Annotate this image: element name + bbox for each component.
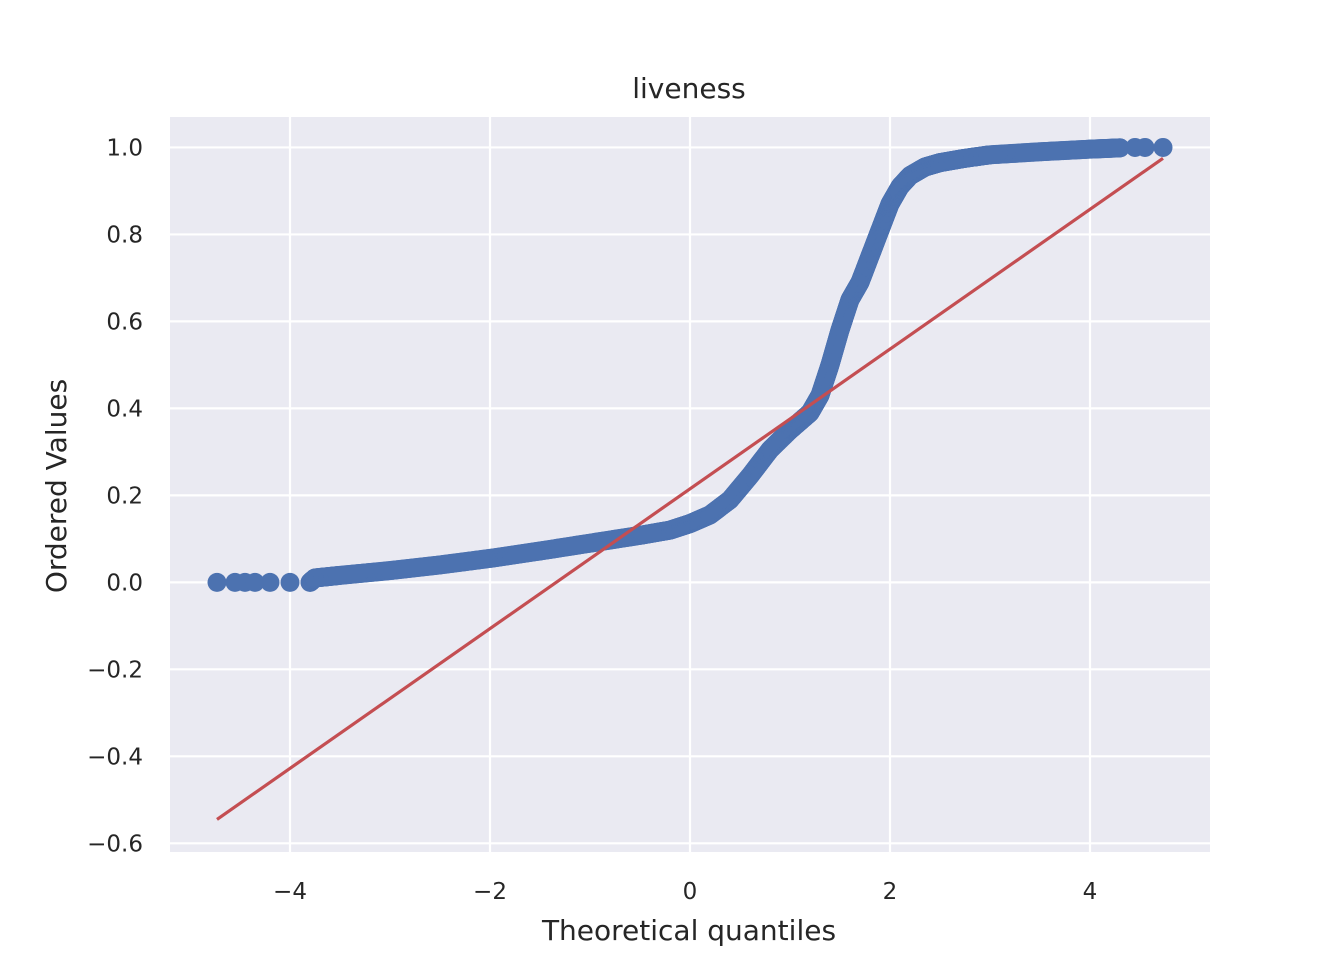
y-tick-label: −0.4 <box>87 744 143 770</box>
y-tick-label: −0.6 <box>87 831 143 857</box>
x-tick-label: −2 <box>473 879 507 905</box>
fit-line <box>216 157 1164 821</box>
x-tick-label: 4 <box>1083 879 1098 905</box>
data-point <box>1153 137 1173 157</box>
y-tick-label: 0.0 <box>106 570 143 596</box>
y-tick-label: 0.2 <box>106 483 143 509</box>
y-tick-label: −0.2 <box>87 657 143 683</box>
data-point <box>245 572 265 592</box>
x-tick-label: 2 <box>883 879 898 905</box>
chart-title: liveness <box>632 72 746 105</box>
data-point <box>207 572 227 592</box>
x-tick-labels: −4 −2 0 2 4 <box>273 879 1097 905</box>
x-tick-label: −4 <box>273 879 307 905</box>
y-axis-label: Ordered Values <box>40 379 73 593</box>
y-tick-label: 0.8 <box>106 222 143 248</box>
data-point <box>1110 138 1130 158</box>
data-point <box>260 572 280 592</box>
x-tick-label: 0 <box>683 879 698 905</box>
y-tick-label: 0.4 <box>106 396 143 422</box>
y-tick-labels: −0.6 −0.4 −0.2 0.0 0.2 0.4 0.6 0.8 1.0 <box>87 135 143 857</box>
y-tick-label: 1.0 <box>106 135 143 161</box>
data-point <box>280 572 300 592</box>
y-tick-label: 0.6 <box>106 309 143 335</box>
fit-line-group <box>216 157 1164 821</box>
data-point <box>1135 137 1155 157</box>
data-points <box>207 137 1173 592</box>
x-axis-label: Theoretical quantiles <box>541 914 836 947</box>
